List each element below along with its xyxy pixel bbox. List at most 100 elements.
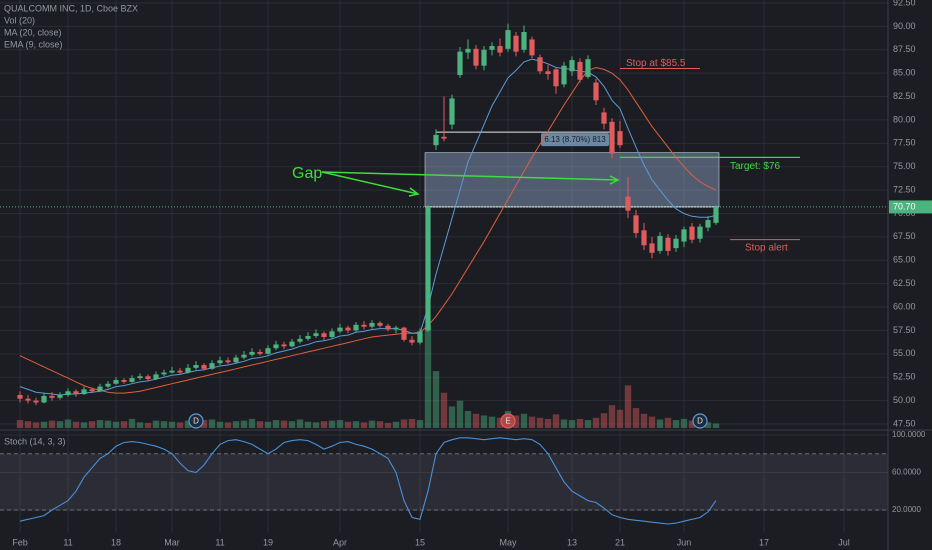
volume-bar — [432, 371, 440, 428]
x-tick-label: Jul — [838, 537, 850, 547]
volume-bar — [56, 421, 64, 428]
candle-body — [33, 400, 39, 403]
candle-body — [145, 376, 151, 380]
candle-body — [537, 57, 543, 72]
volume-bar — [256, 421, 264, 428]
volume-bar — [352, 421, 360, 428]
event-label: E — [505, 417, 510, 426]
candle-body — [633, 215, 639, 234]
volume-bar — [464, 410, 472, 428]
candle-body — [81, 389, 87, 395]
gap-zone — [424, 152, 720, 208]
volume-bar — [104, 420, 112, 428]
candle-body — [105, 383, 111, 387]
overlay-line — [19, 66, 717, 394]
volume-bar — [152, 420, 160, 428]
volume-bar — [640, 413, 648, 428]
candle-body — [265, 348, 271, 354]
candle-body — [489, 46, 495, 50]
candle-body — [89, 389, 95, 392]
event-marker — [500, 413, 516, 429]
volume-bar — [232, 421, 240, 428]
candle-body — [553, 69, 559, 87]
x-tick-label: 19 — [263, 537, 273, 547]
x-tick-label: Jun — [677, 537, 692, 547]
stoch-band — [0, 453, 888, 510]
volume-bar — [688, 420, 696, 428]
candle-body — [217, 360, 223, 364]
volume-bar — [312, 422, 320, 428]
candle-body — [561, 65, 567, 85]
candle-body — [689, 226, 695, 240]
candle-body — [193, 365, 199, 368]
candle-body — [65, 391, 71, 395]
volume-bar — [400, 419, 408, 428]
volume-bar — [80, 422, 88, 428]
candle-layer — [17, 23, 719, 406]
candle-body — [201, 365, 207, 369]
volume-bar — [72, 421, 80, 428]
candle-body — [521, 31, 527, 50]
candle-body — [545, 71, 551, 75]
candle-body — [617, 131, 623, 146]
candle-body — [449, 98, 455, 125]
volume-bar — [120, 421, 128, 428]
candle-body — [273, 344, 279, 349]
gap-arrow — [321, 171, 419, 195]
candle-body — [289, 341, 295, 347]
indicator-label: Vol (20) — [4, 15, 35, 25]
volume-bar — [240, 420, 248, 428]
volume-bar — [392, 421, 400, 428]
volume-bar — [600, 413, 608, 428]
candle-body — [497, 46, 503, 53]
volume-bar — [144, 422, 152, 428]
volume-bar — [360, 422, 368, 428]
candle-body — [361, 324, 367, 327]
x-tick-label: 17 — [759, 537, 769, 547]
candle-body — [41, 395, 47, 403]
volume-bar — [296, 419, 304, 428]
candle-body — [481, 49, 487, 66]
candle-body — [169, 370, 175, 373]
volume-bar — [248, 418, 256, 428]
volume-bar — [328, 420, 336, 428]
candle-body — [153, 374, 159, 380]
candle-body — [225, 360, 231, 363]
event-marker — [188, 413, 204, 429]
candle-body — [465, 48, 471, 53]
overlay-line — [19, 58, 717, 396]
candle-body — [209, 363, 215, 369]
candle-body — [417, 331, 423, 343]
candle-body — [457, 51, 463, 76]
volume-bar — [368, 420, 376, 428]
y-tick-label: 67.50 — [893, 231, 916, 241]
candle-body — [329, 331, 335, 337]
volume-bar — [552, 414, 560, 428]
gap-arrow — [321, 171, 619, 181]
candle-body — [393, 327, 399, 330]
y-tick-label: 50.00 — [893, 395, 916, 405]
gap-arrowhead — [609, 175, 620, 185]
candle-body — [705, 220, 711, 228]
candle-body — [129, 378, 135, 382]
candle-body — [713, 206, 719, 223]
volume-bar — [456, 400, 464, 428]
x-tick-label: 11 — [63, 537, 72, 547]
candle-body — [353, 324, 359, 331]
overlay-layer — [19, 58, 717, 525]
volume-bar — [496, 417, 504, 428]
volume-bar — [664, 417, 672, 428]
candle-body — [321, 333, 327, 337]
x-tick-label: 21 — [615, 537, 625, 547]
candle-body — [161, 372, 167, 375]
volume-bar — [440, 392, 448, 428]
event-label: D — [193, 417, 199, 426]
y-tick-label: 90.00 — [893, 21, 916, 31]
candle-body — [249, 351, 255, 355]
volume-bar — [384, 422, 392, 428]
candle-body — [57, 394, 63, 398]
candle-body — [337, 327, 343, 332]
volume-bar — [560, 419, 568, 428]
candle-body — [297, 338, 303, 342]
